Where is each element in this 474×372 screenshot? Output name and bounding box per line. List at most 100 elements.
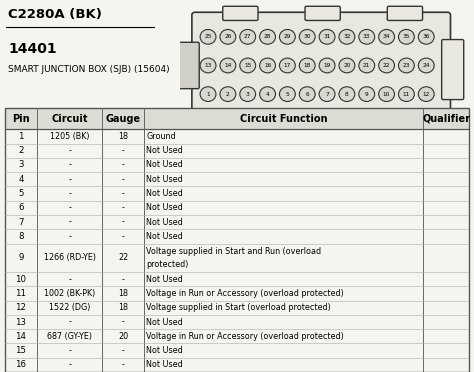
Circle shape <box>299 58 315 73</box>
Text: Not Used: Not Used <box>146 318 183 327</box>
FancyBboxPatch shape <box>223 112 258 126</box>
Text: SMART JUNCTION BOX (SJB) (15604): SMART JUNCTION BOX (SJB) (15604) <box>9 65 170 74</box>
Text: 35: 35 <box>402 34 410 39</box>
Circle shape <box>339 58 355 73</box>
Circle shape <box>359 29 374 44</box>
Text: 8: 8 <box>345 92 349 97</box>
Circle shape <box>379 29 394 44</box>
Text: 7: 7 <box>325 92 329 97</box>
Text: -: - <box>68 203 71 212</box>
Circle shape <box>280 58 295 73</box>
Circle shape <box>200 87 216 102</box>
Text: 25: 25 <box>204 34 212 39</box>
Circle shape <box>200 58 216 73</box>
Circle shape <box>220 87 236 102</box>
Text: 36: 36 <box>422 34 430 39</box>
Text: Not Used: Not Used <box>146 346 183 355</box>
FancyBboxPatch shape <box>168 42 199 89</box>
Circle shape <box>280 29 295 44</box>
Text: protected): protected) <box>146 260 189 269</box>
Text: 14: 14 <box>16 332 27 341</box>
Text: 4: 4 <box>265 92 269 97</box>
Text: Voltage in Run or Accessory (overload protected): Voltage in Run or Accessory (overload pr… <box>146 332 344 341</box>
Text: Voltage supplied in Start (overload protected): Voltage supplied in Start (overload prot… <box>146 303 331 312</box>
Circle shape <box>240 29 255 44</box>
Circle shape <box>280 87 295 102</box>
Circle shape <box>339 29 355 44</box>
Text: 26: 26 <box>224 34 232 39</box>
Text: Voltage supplied in Start and Run (overload: Voltage supplied in Start and Run (overl… <box>146 247 321 256</box>
Text: 7: 7 <box>18 218 24 227</box>
Circle shape <box>419 29 434 44</box>
Text: -: - <box>68 360 71 369</box>
Text: 1: 1 <box>206 92 210 97</box>
Text: Ground: Ground <box>146 132 176 141</box>
Text: -: - <box>122 203 125 212</box>
Text: 32: 32 <box>343 34 351 39</box>
Text: Not Used: Not Used <box>146 160 183 170</box>
Text: 1266 (RD-YE): 1266 (RD-YE) <box>44 253 96 262</box>
Circle shape <box>260 58 275 73</box>
Text: 33: 33 <box>363 34 371 39</box>
Circle shape <box>379 58 394 73</box>
Text: 3: 3 <box>18 160 24 170</box>
Text: 20: 20 <box>118 332 128 341</box>
Text: 13: 13 <box>204 63 212 68</box>
Text: 5: 5 <box>18 189 24 198</box>
FancyBboxPatch shape <box>305 112 340 126</box>
Circle shape <box>299 87 315 102</box>
Text: 15: 15 <box>244 63 251 68</box>
Text: Voltage in Run or Accessory (overload protected): Voltage in Run or Accessory (overload pr… <box>146 289 344 298</box>
FancyBboxPatch shape <box>305 6 340 20</box>
Text: Not Used: Not Used <box>146 175 183 184</box>
Text: 4: 4 <box>18 175 24 184</box>
Text: -: - <box>122 218 125 227</box>
Circle shape <box>419 87 434 102</box>
Text: 10: 10 <box>383 92 390 97</box>
Text: 12: 12 <box>422 92 430 97</box>
Text: 16: 16 <box>16 360 27 369</box>
Text: 30: 30 <box>303 34 311 39</box>
Text: -: - <box>122 189 125 198</box>
FancyBboxPatch shape <box>387 6 423 20</box>
Text: 18: 18 <box>118 289 128 298</box>
Text: 23: 23 <box>402 63 410 68</box>
Circle shape <box>359 87 374 102</box>
FancyBboxPatch shape <box>387 112 423 126</box>
Text: 29: 29 <box>283 34 291 39</box>
Text: 1: 1 <box>18 132 24 141</box>
Circle shape <box>240 87 255 102</box>
Text: -: - <box>122 360 125 369</box>
Text: 687 (GY-YE): 687 (GY-YE) <box>47 332 92 341</box>
Circle shape <box>359 58 374 73</box>
Text: 21: 21 <box>363 63 370 68</box>
Text: 15: 15 <box>16 346 27 355</box>
Circle shape <box>379 87 394 102</box>
Text: 34: 34 <box>383 34 390 39</box>
Text: -: - <box>122 346 125 355</box>
Circle shape <box>240 58 255 73</box>
Text: 14401: 14401 <box>9 42 57 56</box>
Text: 6: 6 <box>305 92 309 97</box>
Text: -: - <box>122 146 125 155</box>
Text: -: - <box>68 175 71 184</box>
Text: Not Used: Not Used <box>146 146 183 155</box>
FancyBboxPatch shape <box>223 6 258 20</box>
Text: 10: 10 <box>16 275 27 284</box>
Text: 3: 3 <box>246 92 250 97</box>
Circle shape <box>399 29 414 44</box>
Text: -: - <box>68 275 71 284</box>
Text: Circuit Function: Circuit Function <box>240 113 327 124</box>
Text: 1002 (BK-PK): 1002 (BK-PK) <box>44 289 95 298</box>
Text: 16: 16 <box>264 63 271 68</box>
Circle shape <box>260 29 275 44</box>
Text: 11: 11 <box>16 289 27 298</box>
Text: 8: 8 <box>18 232 24 241</box>
Text: Qualifier: Qualifier <box>422 113 470 124</box>
Text: -: - <box>68 218 71 227</box>
Text: C2280A (BK): C2280A (BK) <box>9 8 102 21</box>
Text: -: - <box>122 160 125 170</box>
Text: 1205 (BK): 1205 (BK) <box>50 132 90 141</box>
Circle shape <box>319 87 335 102</box>
Text: 6: 6 <box>18 203 24 212</box>
